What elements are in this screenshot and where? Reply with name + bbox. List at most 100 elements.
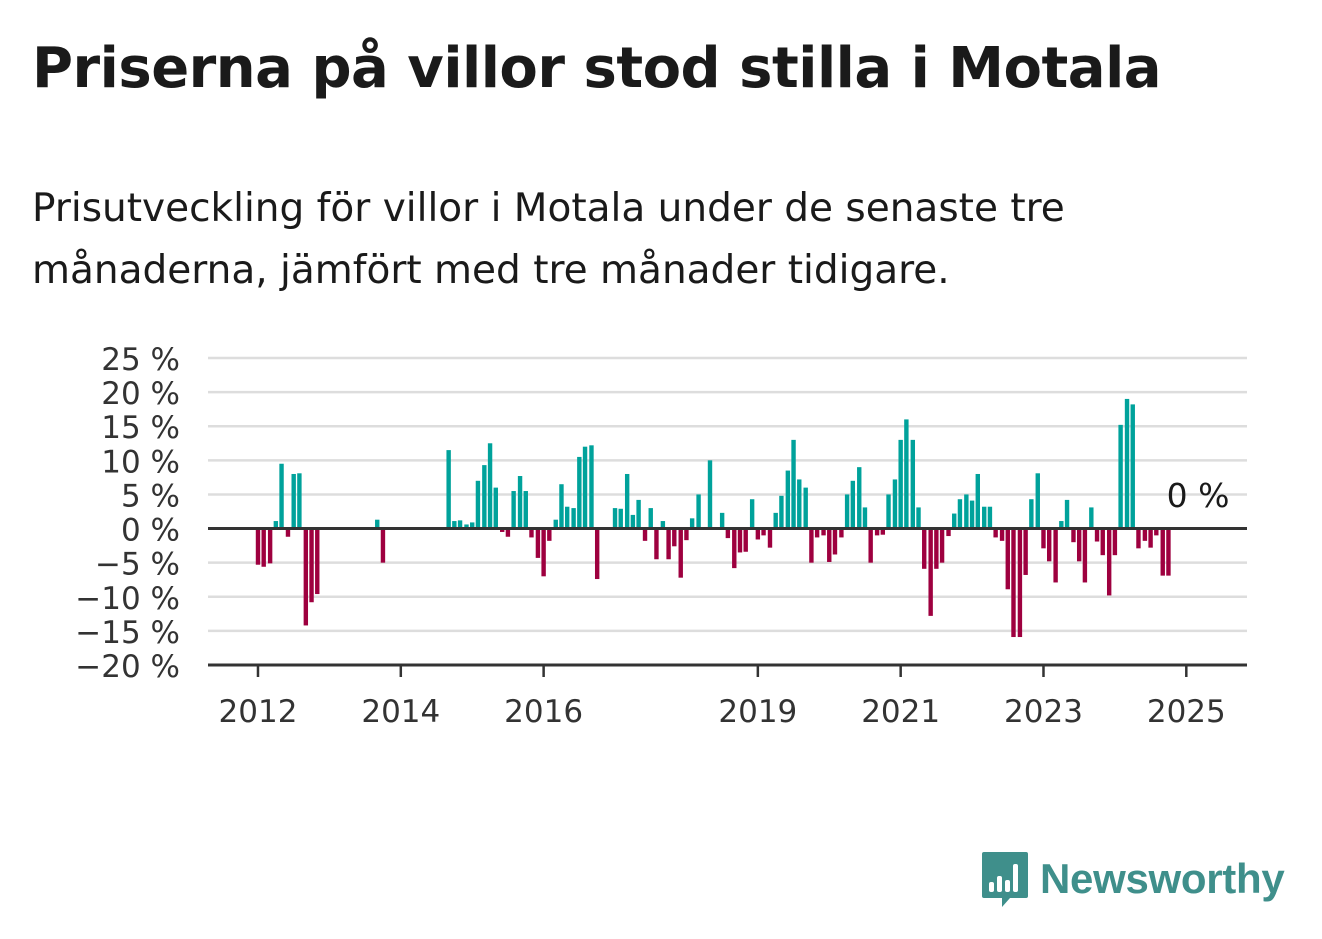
bar — [779, 495, 784, 529]
bar — [493, 487, 498, 529]
bar — [898, 439, 903, 529]
bar — [839, 528, 844, 538]
bar — [892, 479, 898, 529]
bar — [654, 528, 659, 560]
x-tick-label: 2021 — [861, 694, 940, 730]
bar — [797, 479, 802, 529]
bar — [803, 487, 808, 529]
bar — [642, 528, 648, 541]
y-tick-label: 20 % — [101, 376, 180, 412]
bar — [505, 528, 511, 537]
bar-chart-speech-bubble-icon — [982, 852, 1028, 907]
bar — [464, 524, 469, 529]
bar — [1142, 528, 1148, 541]
y-tick-label: 5 % — [121, 478, 180, 514]
bar — [725, 528, 731, 539]
bar — [767, 528, 773, 548]
bar — [452, 521, 457, 529]
bar — [827, 528, 832, 562]
bar — [529, 528, 534, 538]
bar — [291, 473, 296, 529]
bar — [946, 528, 951, 537]
y-tick-label: 0 % — [121, 513, 180, 549]
bar — [1011, 528, 1016, 638]
bar — [500, 528, 505, 532]
bar — [857, 467, 862, 529]
bar — [850, 480, 856, 529]
bar — [1136, 528, 1141, 549]
bar — [773, 512, 778, 529]
bar — [678, 528, 683, 578]
bar — [952, 513, 957, 529]
bar — [279, 463, 284, 529]
bar — [660, 521, 666, 529]
bar — [904, 419, 909, 529]
bar — [375, 519, 380, 529]
bar — [672, 528, 677, 547]
bar — [868, 528, 873, 563]
bar — [1005, 528, 1010, 590]
bar — [309, 528, 314, 603]
bar — [874, 528, 880, 536]
bar — [1035, 473, 1040, 529]
bar — [862, 507, 868, 529]
bar — [380, 528, 386, 563]
bar — [987, 506, 993, 529]
bar — [470, 522, 475, 529]
bar — [594, 528, 600, 580]
y-tick-label: −20 % — [75, 649, 180, 685]
bar — [541, 528, 546, 577]
bar — [809, 528, 814, 563]
bar — [564, 506, 570, 529]
bar — [1076, 528, 1082, 562]
bar — [1124, 398, 1130, 529]
x-tick-label: 2025 — [1147, 694, 1226, 730]
x-tick-label: 2016 — [504, 694, 583, 730]
bar — [1029, 499, 1034, 529]
y-tick-label: 25 % — [101, 342, 180, 378]
bar — [964, 494, 969, 529]
y-tick-label: 10 % — [101, 444, 180, 480]
bar — [1112, 528, 1118, 556]
x-tick-label: 2023 — [1004, 694, 1083, 730]
bar — [636, 499, 641, 529]
bar — [719, 512, 725, 529]
latest-value-annotation: 0 % — [1167, 476, 1230, 515]
bar — [696, 494, 701, 529]
bar — [1166, 528, 1171, 576]
bar — [446, 450, 451, 529]
bar — [684, 528, 689, 541]
chart-title: Priserna på villor stod stilla i Motala — [32, 36, 1162, 101]
bar — [624, 473, 630, 529]
bar — [1160, 528, 1165, 576]
bar — [517, 476, 523, 529]
bar — [880, 528, 886, 535]
bar — [1094, 528, 1100, 542]
bar — [1071, 528, 1076, 543]
bar — [886, 494, 891, 529]
bar — [482, 465, 487, 529]
bar — [982, 506, 987, 529]
bar — [523, 491, 528, 529]
bar — [916, 507, 921, 529]
bar — [1106, 528, 1112, 596]
logo-text: Newsworthy — [1040, 855, 1285, 902]
bar — [511, 491, 516, 529]
bar — [315, 528, 320, 595]
bar — [255, 528, 261, 565]
bar — [743, 528, 748, 552]
x-axis-labels: 2012 2014 2016 2019 2021 2023 2025 — [219, 665, 1226, 730]
x-tick-label: 2012 — [219, 694, 298, 730]
bar — [297, 473, 302, 529]
bar — [559, 484, 564, 529]
bar — [922, 528, 927, 569]
bar — [582, 446, 588, 529]
chart-subtitle: Prisutveckling för villor i Motala under… — [32, 186, 1065, 293]
bar — [475, 480, 481, 529]
bar — [630, 514, 636, 529]
bar — [577, 456, 582, 529]
bar — [1148, 528, 1153, 548]
bar — [749, 499, 755, 529]
bar — [547, 528, 552, 541]
